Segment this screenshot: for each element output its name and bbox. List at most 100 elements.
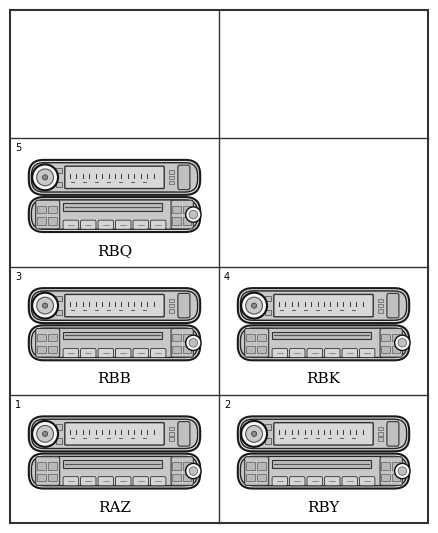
Bar <box>48 474 57 481</box>
FancyBboxPatch shape <box>238 325 409 360</box>
Text: 5: 5 <box>15 143 21 154</box>
FancyBboxPatch shape <box>171 200 193 229</box>
Bar <box>183 474 191 481</box>
Bar <box>265 310 271 316</box>
FancyBboxPatch shape <box>380 457 403 486</box>
Text: RAZ: RAZ <box>98 500 131 514</box>
Bar <box>378 309 383 313</box>
Text: RBQ: RBQ <box>97 244 132 258</box>
Bar <box>258 334 266 341</box>
FancyBboxPatch shape <box>178 293 190 318</box>
Bar <box>37 217 46 224</box>
FancyBboxPatch shape <box>81 220 96 229</box>
Circle shape <box>186 463 201 479</box>
Bar <box>246 346 255 353</box>
Circle shape <box>246 297 262 314</box>
Circle shape <box>189 211 198 219</box>
Bar <box>48 217 57 224</box>
Circle shape <box>32 293 58 319</box>
FancyBboxPatch shape <box>342 477 357 486</box>
FancyBboxPatch shape <box>35 457 60 486</box>
FancyBboxPatch shape <box>29 197 200 232</box>
Bar <box>183 206 191 213</box>
Circle shape <box>32 421 58 447</box>
Bar <box>56 182 62 187</box>
Circle shape <box>398 467 406 475</box>
Bar <box>172 334 180 341</box>
FancyBboxPatch shape <box>151 220 166 229</box>
Bar <box>183 463 191 470</box>
Circle shape <box>241 421 267 447</box>
Circle shape <box>398 338 406 347</box>
FancyBboxPatch shape <box>325 477 340 486</box>
Bar <box>246 463 255 470</box>
FancyBboxPatch shape <box>35 200 60 229</box>
Circle shape <box>246 425 262 442</box>
FancyBboxPatch shape <box>81 349 96 358</box>
Bar <box>170 432 173 435</box>
Bar <box>56 296 62 302</box>
Bar <box>381 463 390 470</box>
Bar <box>56 310 62 316</box>
FancyBboxPatch shape <box>32 291 198 320</box>
Circle shape <box>37 425 53 442</box>
FancyBboxPatch shape <box>387 422 399 446</box>
FancyBboxPatch shape <box>98 220 113 229</box>
FancyBboxPatch shape <box>380 328 403 357</box>
FancyBboxPatch shape <box>272 477 287 486</box>
FancyBboxPatch shape <box>171 457 193 486</box>
Bar <box>170 298 173 302</box>
Bar <box>48 334 57 341</box>
FancyBboxPatch shape <box>274 294 373 317</box>
Bar <box>172 206 180 213</box>
Bar <box>258 346 266 353</box>
FancyBboxPatch shape <box>307 349 322 358</box>
FancyBboxPatch shape <box>360 349 375 358</box>
FancyBboxPatch shape <box>240 328 406 358</box>
Bar <box>48 206 57 213</box>
Text: 4: 4 <box>224 271 230 281</box>
Bar <box>246 334 255 341</box>
Bar <box>172 463 180 470</box>
FancyBboxPatch shape <box>98 349 113 358</box>
Text: 2: 2 <box>224 400 230 410</box>
FancyBboxPatch shape <box>133 477 148 486</box>
Bar <box>170 438 173 441</box>
FancyBboxPatch shape <box>238 454 409 489</box>
Bar <box>170 171 173 174</box>
Bar <box>170 175 173 179</box>
FancyBboxPatch shape <box>133 349 148 358</box>
Bar <box>392 474 400 481</box>
Circle shape <box>42 175 48 180</box>
Bar <box>170 181 173 184</box>
FancyBboxPatch shape <box>272 349 287 358</box>
FancyBboxPatch shape <box>63 477 78 486</box>
FancyBboxPatch shape <box>240 419 406 449</box>
Bar <box>170 304 173 308</box>
Bar <box>265 438 271 443</box>
Circle shape <box>37 169 53 186</box>
Circle shape <box>42 303 48 308</box>
FancyBboxPatch shape <box>342 349 357 358</box>
Bar <box>392 346 400 353</box>
FancyBboxPatch shape <box>245 457 268 486</box>
Circle shape <box>251 431 257 437</box>
Bar <box>378 298 383 302</box>
Circle shape <box>32 165 58 190</box>
FancyBboxPatch shape <box>29 325 200 360</box>
Bar <box>381 474 390 481</box>
Bar <box>246 474 255 481</box>
FancyBboxPatch shape <box>63 349 78 358</box>
Bar <box>172 217 180 224</box>
FancyBboxPatch shape <box>32 163 198 192</box>
Bar <box>48 463 57 470</box>
FancyBboxPatch shape <box>178 165 190 190</box>
FancyBboxPatch shape <box>245 328 268 357</box>
FancyBboxPatch shape <box>290 349 305 358</box>
FancyBboxPatch shape <box>29 160 200 195</box>
Bar <box>378 432 383 435</box>
Bar <box>37 206 46 213</box>
Circle shape <box>395 335 410 351</box>
Text: RBB: RBB <box>98 373 131 386</box>
Circle shape <box>395 463 410 479</box>
